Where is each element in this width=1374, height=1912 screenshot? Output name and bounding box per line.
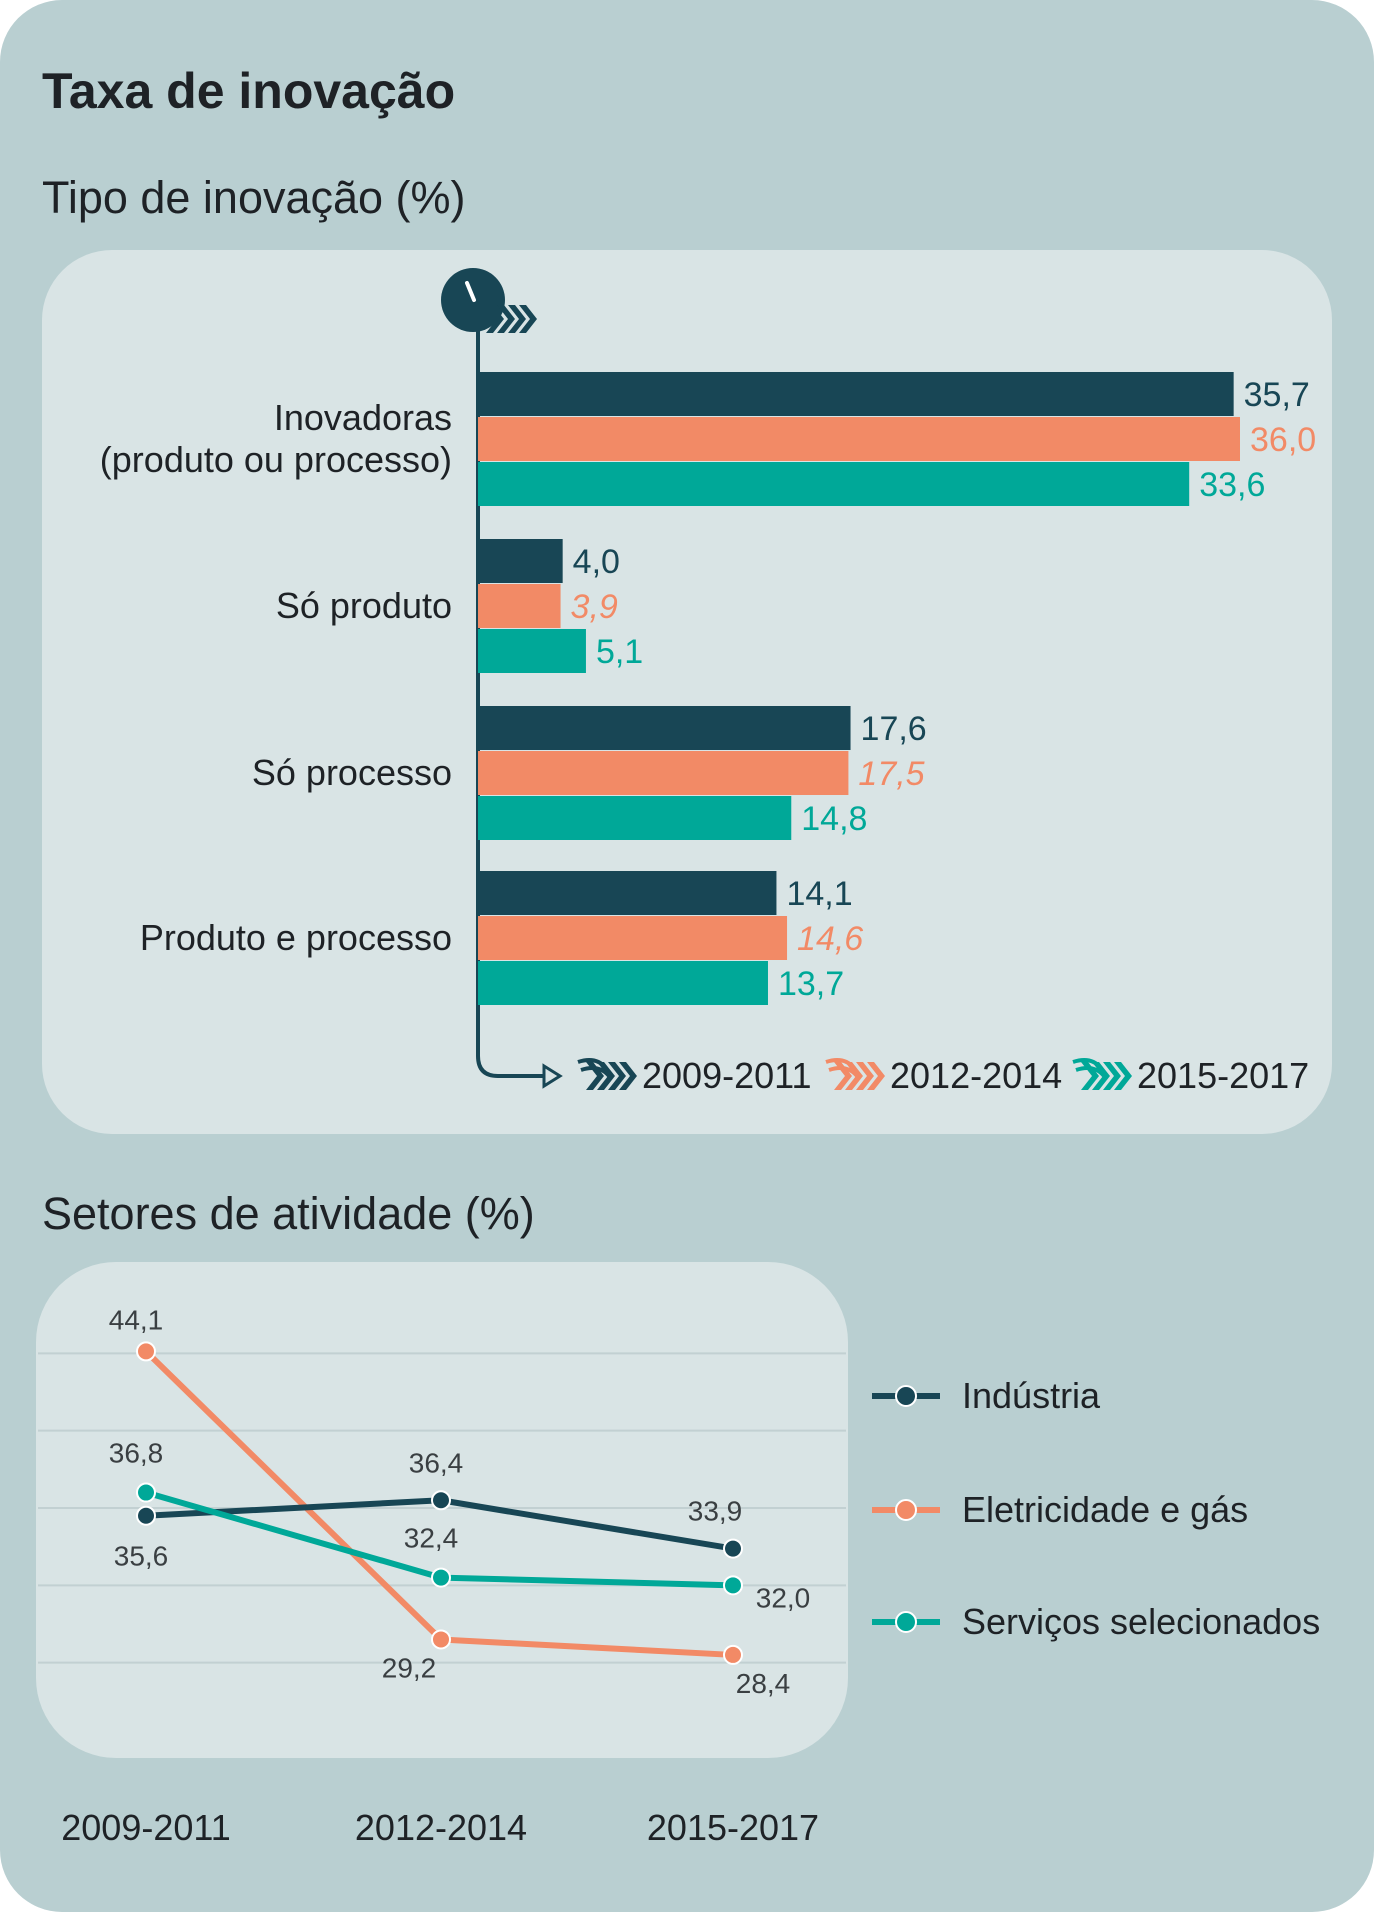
bar-value-label: 36,0 — [1250, 421, 1316, 459]
data-point — [137, 1507, 155, 1525]
point-value-label: 32,4 — [404, 1523, 459, 1554]
bar — [478, 539, 563, 583]
bar-value-label: 33,6 — [1199, 466, 1265, 504]
axis-arrow-icon — [544, 1066, 560, 1086]
data-point — [432, 1491, 450, 1509]
legend-label: Eletricidade e gás — [962, 1489, 1248, 1530]
bar — [478, 796, 791, 840]
bar-value-label: 17,6 — [861, 710, 927, 748]
data-point — [724, 1540, 742, 1558]
legend-item: Indústria — [872, 1375, 1101, 1416]
bar — [478, 706, 851, 750]
bar — [478, 629, 586, 673]
data-point — [137, 1484, 155, 1502]
category-label: Só produto — [276, 585, 452, 626]
legend-item: Serviços selecionados — [872, 1601, 1320, 1642]
data-point — [724, 1646, 742, 1664]
data-point — [724, 1576, 742, 1594]
bar — [478, 584, 561, 628]
legend-label: Indústria — [962, 1375, 1101, 1416]
legend-item: Eletricidade e gás — [872, 1489, 1248, 1530]
bar — [478, 462, 1189, 506]
legend-chevrons-icon — [1081, 1062, 1132, 1090]
x-tick-label: 2009-2011 — [61, 1807, 231, 1848]
legend-label: 2015-2017 — [1137, 1055, 1309, 1096]
legend-label: 2009-2011 — [642, 1055, 812, 1096]
point-value-label: 29,2 — [382, 1652, 437, 1683]
bar-value-label: 14,6 — [797, 920, 863, 958]
bar — [478, 961, 768, 1005]
legend-chevrons-icon — [586, 1062, 637, 1090]
legend-marker-icon — [896, 1500, 916, 1520]
point-value-label: 33,9 — [688, 1496, 743, 1527]
bar-value-label: 13,7 — [778, 965, 844, 1003]
data-point — [432, 1569, 450, 1587]
category-label: Inovadoras — [274, 397, 452, 438]
bar — [478, 916, 787, 960]
legend-marker-icon — [896, 1612, 916, 1632]
bar-value-label: 5,1 — [596, 633, 643, 671]
bar-value-label: 4,0 — [573, 543, 620, 581]
data-point — [137, 1342, 155, 1360]
bar-value-label: 17,5 — [858, 755, 924, 793]
bar-value-label: 35,7 — [1244, 376, 1310, 414]
point-value-label: 32,0 — [756, 1582, 811, 1613]
bar — [478, 871, 776, 915]
legend-marker-icon — [896, 1386, 916, 1406]
data-point — [432, 1630, 450, 1648]
legend-chevrons-icon — [834, 1062, 885, 1090]
category-label: (produto ou processo) — [100, 439, 452, 480]
point-value-label: 28,4 — [736, 1668, 791, 1699]
bar-value-label: 14,1 — [786, 875, 852, 913]
bar — [478, 372, 1234, 416]
point-value-label: 36,8 — [109, 1438, 164, 1469]
category-label: Só processo — [252, 752, 452, 793]
category-label: Produto e processo — [140, 917, 452, 958]
x-tick-label: 2012-2014 — [355, 1807, 527, 1848]
bar — [478, 417, 1240, 461]
point-value-label: 44,1 — [109, 1304, 164, 1335]
bar-value-label: 14,8 — [801, 800, 867, 838]
point-value-label: 36,4 — [409, 1447, 464, 1478]
legend-label: Serviços selecionados — [962, 1601, 1320, 1642]
point-value-label: 35,6 — [114, 1541, 169, 1572]
bar-value-label: 3,9 — [571, 588, 618, 626]
bar — [478, 751, 848, 795]
x-tick-label: 2015-2017 — [647, 1807, 819, 1848]
legend-label: 2012-2014 — [890, 1055, 1062, 1096]
